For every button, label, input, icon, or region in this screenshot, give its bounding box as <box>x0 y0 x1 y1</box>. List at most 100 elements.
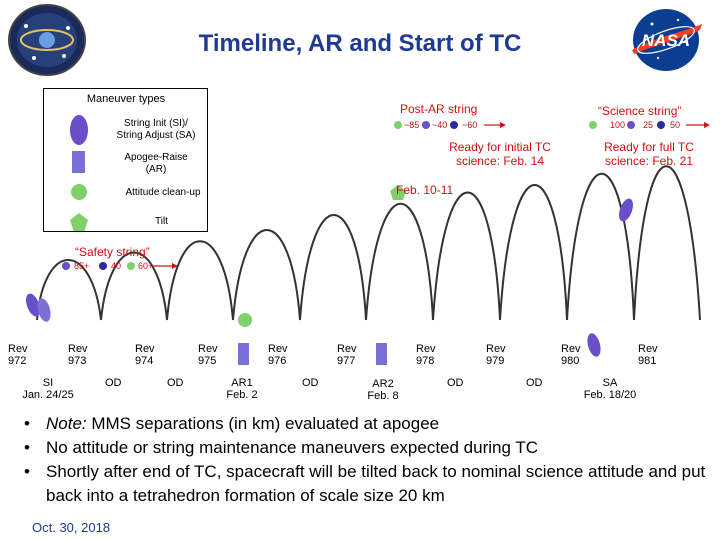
science-value-1: 100 <box>610 120 626 130</box>
post-ar-string-dot-purple <box>422 121 430 129</box>
notes-list: • Note: MMS separations (in km) evaluated… <box>18 412 708 508</box>
event-name: AR1 <box>231 377 253 389</box>
marker-ar1 <box>238 343 249 365</box>
legend-swatch-ar <box>71 150 87 179</box>
marker-si-purple <box>26 293 40 317</box>
safety-string-label: “Safety string” <box>75 245 150 259</box>
legend-title: Maneuver types <box>86 93 166 105</box>
marker-ar2 <box>376 343 387 365</box>
note-text: No attitude or string maintenance maneuv… <box>46 438 539 457</box>
orbit-arc-976 <box>299 214 367 321</box>
rev-number: 974 <box>135 355 154 367</box>
rev-word: Rev <box>135 343 155 355</box>
event-label: AR2 Feb. 8 <box>353 378 413 402</box>
legend-swatch-si-sa <box>68 114 90 151</box>
note-text: MMS separations (in km) evaluated at apo… <box>86 414 440 433</box>
rev-label: Rev 976 <box>268 343 288 367</box>
legend-label-si-sa: String Init (SI)/ String Adjust (SA) <box>108 118 204 142</box>
safety-string-dot-blue <box>99 262 107 270</box>
event-date: Feb. 18/20 <box>583 389 637 401</box>
event-date: Jan. 24/25 <box>22 389 74 401</box>
event-name: SI <box>42 377 54 389</box>
orbit-arc-972 <box>36 259 102 321</box>
post-ar-value-2: ~40 <box>432 120 448 130</box>
rev-word: Rev <box>337 343 357 355</box>
annotation-line: Ready for initial TC <box>449 140 551 154</box>
rev-number: 976 <box>268 355 287 367</box>
event-label: OD <box>447 377 464 389</box>
rev-label: Rev 981 <box>638 343 658 367</box>
science-string-arrowhead <box>704 122 710 128</box>
rev-label: Rev 979 <box>486 343 506 367</box>
orbit-arc-973 <box>100 251 168 321</box>
rev-word: Rev <box>198 343 218 355</box>
marker-sa-purple <box>587 333 601 357</box>
orbit-arc-980 <box>566 173 635 321</box>
rev-number: 981 <box>638 355 657 367</box>
safety-value-2: 40 <box>111 261 122 271</box>
rev-number: 979 <box>486 355 505 367</box>
annotation-line: Ready for full TC <box>604 140 694 154</box>
event-label: OD <box>105 377 122 389</box>
post-ar-value-1: ~85 <box>404 120 420 130</box>
event-label: OD <box>167 377 184 389</box>
rev-number: 975 <box>198 355 217 367</box>
post-ar-string-label: Post-AR string <box>400 102 478 116</box>
rev-word: Rev <box>486 343 506 355</box>
rev-word: Rev <box>638 343 658 355</box>
event-label: OD <box>526 377 543 389</box>
rev-label: Rev 973 <box>68 343 88 367</box>
orbit-arc-975 <box>232 229 301 321</box>
rev-label: Rev 980 <box>561 343 581 367</box>
post-ar-value-3: ~60 <box>462 120 478 130</box>
rev-label: Rev 978 <box>416 343 436 367</box>
legend-swatch-tilt <box>69 212 89 237</box>
rev-number: 972 <box>8 355 27 367</box>
event-label: SA Feb. 18/20 <box>575 377 645 401</box>
marker-sa-blue <box>619 198 633 222</box>
legend-label-tilt: Tilt <box>155 216 168 227</box>
mms-mission-logo <box>6 2 88 78</box>
nasa-logo: NASA <box>628 6 704 74</box>
note-item: • No attitude or string maintenance maneu… <box>18 436 708 460</box>
page-title: Timeline, AR and Start of TC <box>198 30 522 57</box>
rev-word: Rev <box>8 343 28 355</box>
rev-word: Rev <box>561 343 581 355</box>
ready-full-annotation: Ready for full TC science: Feb. 21 <box>590 140 708 168</box>
legend-label-line: String Init (SI)/ <box>124 118 188 129</box>
event-label: OD <box>302 377 319 389</box>
orbit-arc-978 <box>432 191 501 321</box>
rev-label: Rev 977 <box>337 343 357 367</box>
legend-swatch-attitude <box>70 183 88 206</box>
event-label: AR1 Feb. 2 <box>212 377 272 401</box>
marker-tilt <box>390 185 406 200</box>
svg-text:NASA: NASA <box>642 31 690 50</box>
science-string-dot-blue <box>657 121 665 129</box>
legend-box <box>43 88 208 232</box>
legend-label-line: (AR) <box>145 164 167 175</box>
note-text: Shortly after end of TC, spacecraft will… <box>46 462 706 505</box>
bullet: • <box>24 462 30 481</box>
rev-word: Rev <box>268 343 288 355</box>
safety-string-dot-green <box>127 262 135 270</box>
science-string-dot-purple <box>627 121 635 129</box>
safety-string-dot-purple <box>62 262 70 270</box>
rev-number: 978 <box>416 355 435 367</box>
safety-value-3: 60+ <box>138 261 154 271</box>
event-name: SA <box>602 377 618 389</box>
post-ar-string-arrowhead <box>500 122 506 128</box>
rev-number: 973 <box>68 355 87 367</box>
orbit-arc-979 <box>499 184 568 321</box>
rev-number: 977 <box>337 355 356 367</box>
post-ar-string-dot-green <box>394 121 402 129</box>
feb-10-11-annotation: Feb. 10-11 <box>396 183 454 197</box>
post-ar-string-dot-blue <box>450 121 458 129</box>
orbit-arc-977 <box>365 203 434 321</box>
rev-word: Rev <box>416 343 436 355</box>
legend-label-line: String Adjust (SA) <box>116 130 196 141</box>
rev-number: 980 <box>561 355 580 367</box>
legend-label-line: Apogee-Raise <box>124 152 188 163</box>
bullet: • <box>24 438 30 457</box>
note-italic: Note: <box>46 414 87 433</box>
